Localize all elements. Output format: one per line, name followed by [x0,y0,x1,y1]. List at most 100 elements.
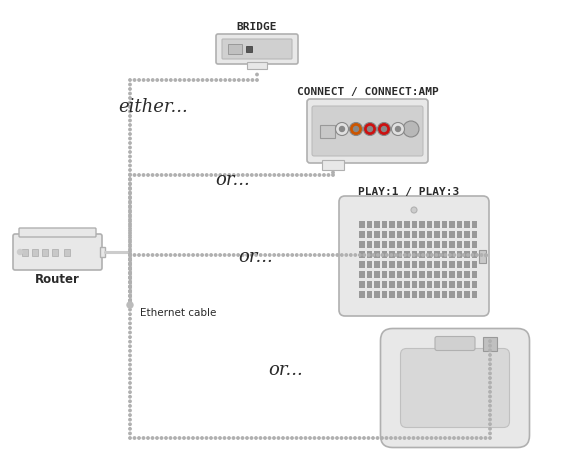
Circle shape [304,437,307,439]
Circle shape [129,285,131,288]
Circle shape [165,437,167,439]
Circle shape [489,354,491,356]
Circle shape [129,268,131,270]
Bar [434,241,440,248]
Circle shape [300,254,302,256]
Circle shape [129,164,131,167]
Circle shape [129,322,131,325]
Circle shape [179,79,181,81]
Circle shape [211,79,213,81]
Circle shape [129,432,131,435]
Circle shape [439,437,442,439]
FancyBboxPatch shape [339,196,489,316]
Circle shape [489,418,491,421]
Bar [382,241,387,248]
Circle shape [296,174,298,176]
Bar [359,231,364,238]
Circle shape [277,254,280,256]
Circle shape [205,174,208,176]
Bar [42,249,48,256]
Circle shape [129,205,131,207]
FancyBboxPatch shape [13,234,102,270]
Bar [382,251,387,258]
Circle shape [215,254,217,256]
Bar [411,251,417,258]
Circle shape [188,79,190,81]
Circle shape [129,151,131,153]
Circle shape [237,437,239,439]
Circle shape [179,254,181,256]
Circle shape [327,254,329,256]
Circle shape [156,254,158,256]
Circle shape [147,437,149,439]
Bar [426,281,432,288]
Bar [434,291,440,298]
FancyBboxPatch shape [380,328,530,447]
Bar [389,281,394,288]
Bar [411,281,417,288]
Circle shape [378,122,390,136]
Bar [22,249,28,256]
Circle shape [259,254,262,256]
Circle shape [376,437,379,439]
Circle shape [485,254,487,256]
Bar [389,241,394,248]
Bar [100,247,105,257]
Bar [434,251,440,258]
Circle shape [193,79,195,81]
Circle shape [151,79,154,81]
Circle shape [223,174,226,176]
Bar [472,241,477,248]
Bar [382,221,387,228]
Bar [382,291,387,298]
Circle shape [129,364,131,366]
Bar [456,261,462,268]
Circle shape [489,423,491,425]
Bar [374,241,379,248]
Bar [397,291,402,298]
Circle shape [224,79,226,81]
Circle shape [246,79,249,81]
Circle shape [129,218,131,221]
Circle shape [129,178,131,180]
Bar [434,231,440,238]
Circle shape [233,79,235,81]
Circle shape [332,171,334,174]
Circle shape [160,254,163,256]
Circle shape [129,299,131,301]
Bar [464,251,469,258]
Text: PLAY:1 / PLAY:3: PLAY:1 / PLAY:3 [358,187,459,197]
Circle shape [133,79,136,81]
Circle shape [129,423,131,425]
Circle shape [228,174,230,176]
Circle shape [129,268,131,270]
Circle shape [201,254,204,256]
Bar [419,241,425,248]
Bar [322,160,344,170]
Circle shape [129,155,131,158]
Circle shape [251,79,253,81]
Circle shape [129,254,131,257]
Circle shape [223,254,226,256]
Bar [397,281,402,288]
Bar [404,241,409,248]
Circle shape [138,79,140,81]
Circle shape [408,254,411,256]
Circle shape [318,437,320,439]
Circle shape [129,101,131,104]
Circle shape [484,437,487,439]
Circle shape [335,122,349,136]
Circle shape [453,437,455,439]
Circle shape [354,437,356,439]
Circle shape [345,437,347,439]
Circle shape [17,250,23,254]
Circle shape [467,254,469,256]
Circle shape [129,359,131,361]
Bar [419,221,425,228]
Circle shape [129,295,131,297]
Circle shape [129,200,131,203]
Circle shape [358,437,361,439]
Bar [419,271,425,278]
Circle shape [183,254,185,256]
Circle shape [430,437,433,439]
